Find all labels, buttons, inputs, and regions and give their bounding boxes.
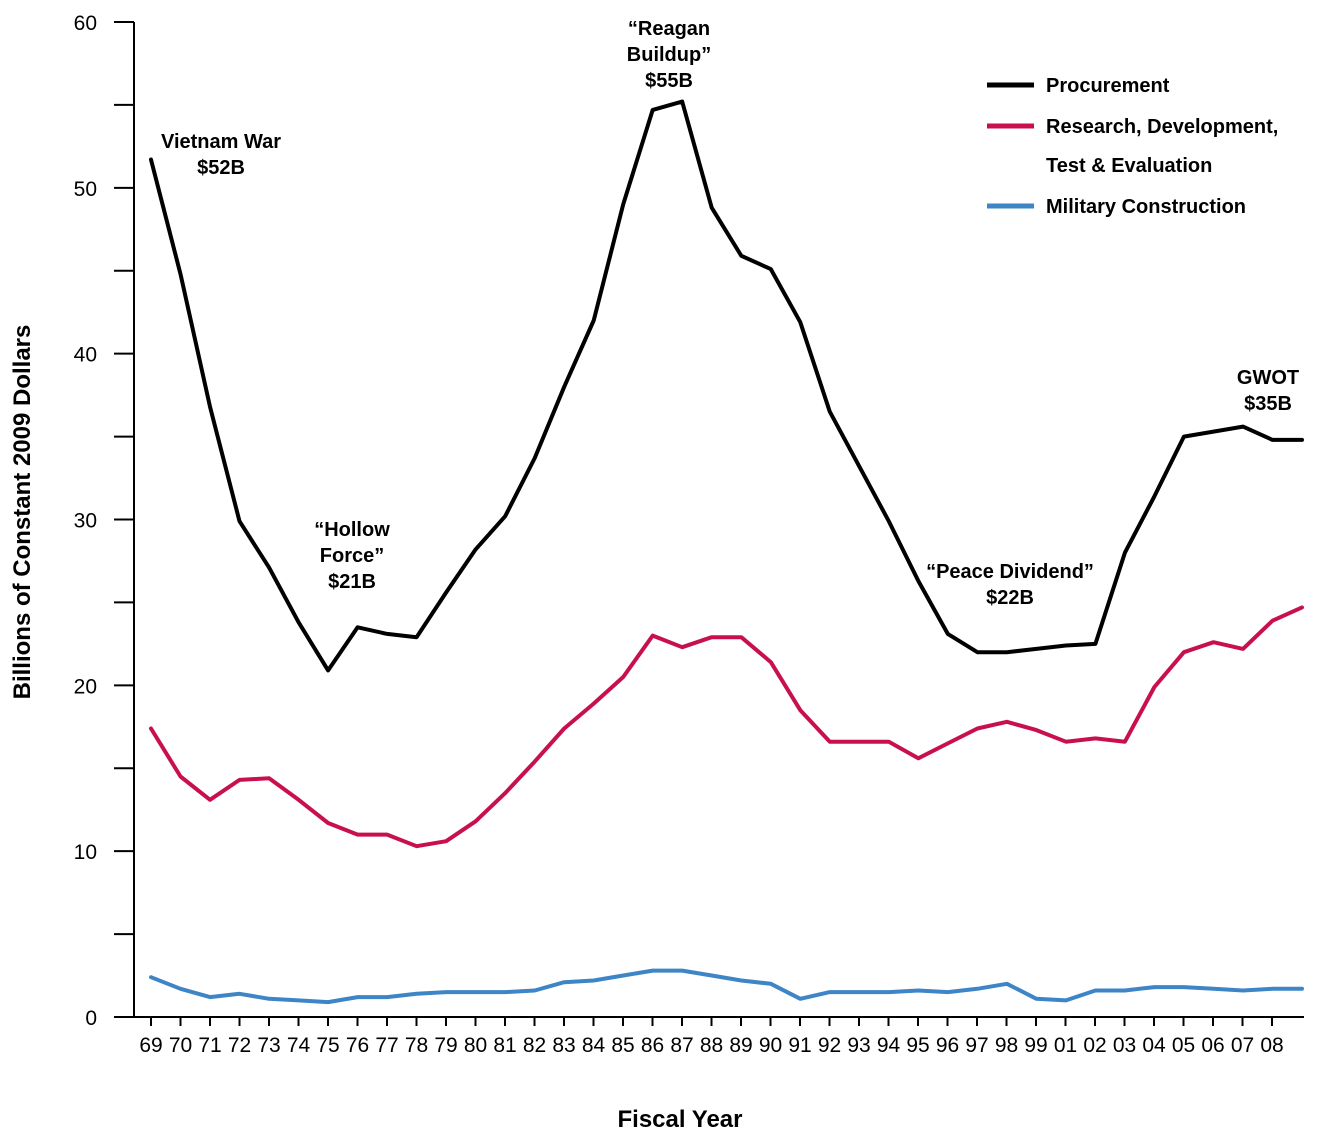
x-tick-label: 76 — [346, 1034, 369, 1057]
x-tick-label: 75 — [316, 1034, 339, 1057]
x-tick-label: 93 — [847, 1034, 870, 1057]
x-tick-label: 79 — [434, 1034, 457, 1057]
annotation-text: $35B — [1244, 393, 1292, 415]
x-tick-label: 85 — [611, 1034, 634, 1057]
x-tick-label: 94 — [877, 1034, 901, 1057]
annotation-text: GWOT — [1237, 367, 1299, 389]
x-tick-label: 02 — [1083, 1034, 1106, 1057]
annotation-text: “Hollow — [314, 519, 390, 541]
x-tick-label: 78 — [405, 1034, 428, 1057]
x-tick-label: 88 — [700, 1034, 723, 1057]
x-tick-label: 71 — [198, 1034, 221, 1057]
annotation-text: Vietnam War — [161, 131, 281, 153]
series-line-research-development-test-evaluation — [149, 605, 1304, 849]
x-tick-label: 70 — [169, 1034, 192, 1057]
legend-label: Test & Evaluation — [1046, 155, 1212, 177]
series-line-procurement — [149, 99, 1304, 673]
y-tick-label: 0 — [85, 1007, 97, 1030]
annotation-text: $22B — [986, 587, 1034, 609]
x-tick-label: 98 — [995, 1034, 1018, 1057]
annotation-text: Force” — [320, 545, 384, 567]
annotation-text: $55B — [645, 70, 693, 92]
x-tick-label: 83 — [552, 1034, 575, 1057]
x-tick-label: 90 — [759, 1034, 782, 1057]
annotation-text: $21B — [328, 571, 376, 593]
x-tick-label: 99 — [1024, 1034, 1047, 1057]
annotations: Vietnam War $52B “Hollow Force” $21B “Reagan B… — [161, 18, 1299, 609]
x-tick-label: 07 — [1231, 1034, 1254, 1057]
y-axis-title: Billions of Constant 2009 Dollars — [9, 325, 36, 700]
annotation-text: Buildup” — [627, 44, 711, 66]
x-tick-label: 69 — [139, 1034, 162, 1057]
x-tick-label: 01 — [1054, 1034, 1077, 1057]
x-tick-label: 72 — [228, 1034, 251, 1057]
y-tick-label: 10 — [74, 841, 97, 864]
annotation-text: “Reagan — [628, 18, 710, 40]
x-tick-label: 97 — [965, 1034, 988, 1057]
x-tick-label: 05 — [1172, 1034, 1195, 1057]
legend: Procurement Research, Development, Test & … — [987, 75, 1278, 218]
x-tick-label: 86 — [641, 1034, 664, 1057]
x-tick-label: 81 — [493, 1034, 516, 1057]
legend-label: Procurement — [1046, 75, 1170, 97]
x-tick-label: 84 — [582, 1034, 606, 1057]
x-tick-label: 92 — [818, 1034, 841, 1057]
annotation-text: “Peace Dividend” — [926, 561, 1094, 583]
x-tick-label: 04 — [1142, 1034, 1166, 1057]
x-tick-label: 06 — [1201, 1034, 1224, 1057]
x-tick-label: 08 — [1260, 1034, 1283, 1057]
legend-label: Research, Development, — [1046, 116, 1278, 138]
annotation-text: $52B — [197, 157, 245, 179]
x-tick-label: 03 — [1113, 1034, 1136, 1057]
x-tick-label: 82 — [523, 1034, 546, 1057]
x-tick-label: 91 — [788, 1034, 811, 1057]
series-layer — [149, 99, 1304, 1005]
x-tick-label: 89 — [729, 1034, 752, 1057]
legend-label: Military Construction — [1046, 196, 1246, 218]
x-tick-label: 74 — [287, 1034, 311, 1057]
y-tick-label: 60 — [74, 12, 97, 35]
y-tick-label: 40 — [74, 344, 97, 367]
x-tick-label: 95 — [906, 1034, 929, 1057]
y-tick-label: 20 — [74, 675, 97, 698]
x-tick-label: 80 — [464, 1034, 487, 1057]
x-tick-label: 96 — [936, 1034, 959, 1057]
y-tick-label: 50 — [74, 178, 97, 201]
x-axis-title: Fiscal Year — [618, 1106, 743, 1133]
x-tick-label: 87 — [670, 1034, 693, 1057]
series-line-military-construction — [149, 968, 1304, 1005]
x-tick-label: 73 — [257, 1034, 280, 1057]
y-tick-label: 30 — [74, 510, 97, 533]
x-tick-label: 77 — [375, 1034, 398, 1057]
